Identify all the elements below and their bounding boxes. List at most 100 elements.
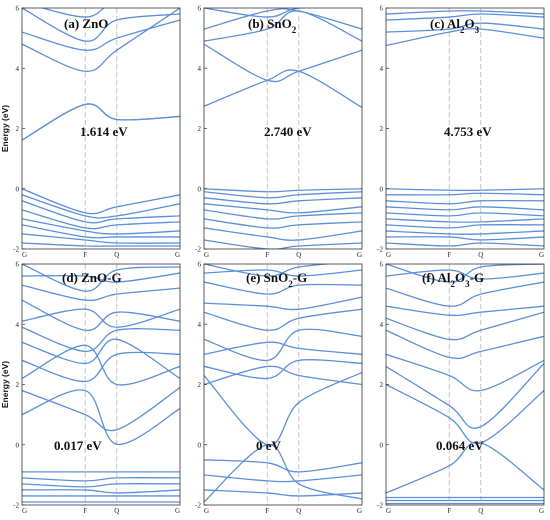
band-line-6 [22,326,180,353]
band-line-3 [386,362,544,429]
band-line-7 [386,305,544,317]
band-line-10 [204,209,362,220]
y-tick-label: 4 [198,65,202,73]
panel-title-part: 2 [288,279,293,289]
y-tick-label: 6 [16,261,20,269]
x-tick-label: Q [478,507,483,515]
band-line-9 [22,200,180,224]
band-lines [204,264,362,503]
band-line-9 [22,284,180,302]
y-tick-label: 0 [16,185,20,193]
x-tick-label: G [204,251,209,259]
y-tick-label: 2 [198,125,202,133]
x-tick-label: G [539,507,544,515]
band-line-11 [204,218,362,229]
band-line-11 [22,264,180,292]
x-tick-label: Q [478,251,483,259]
y-axis-label: Energy (eV) [0,105,10,152]
x-tick-label: G [357,251,362,259]
panel-title: (c) Al2O3 [430,16,480,35]
y-tick-label: -2 [377,246,383,254]
y-tick-label: 4 [16,321,20,329]
band-line-8 [22,299,180,331]
band-line-4 [204,8,362,30]
band-line-6 [40,8,105,18]
band-line-3 [22,8,180,72]
band-gap-label: 1.614 eV [80,124,128,139]
y-tick-label: 0 [198,185,202,193]
y-tick-label: -2 [377,502,383,510]
band-line-4 [386,9,544,15]
band-gap-label: 0 eV [256,438,282,453]
panel-title-part: 2 [451,279,456,289]
band-line-15 [22,489,180,494]
band-lines [22,8,180,247]
y-tick-label: 6 [380,261,384,269]
band-line-3 [22,344,180,386]
y-axis-label: Energy (eV) [0,361,10,408]
band-line-3 [204,10,362,42]
band-line-2 [204,444,362,503]
y-tick-label: 0 [16,441,20,449]
y-tick-label: 2 [380,125,384,133]
band-line-4 [204,359,362,380]
panel-title: (a) ZnO [64,16,108,31]
band-line-10 [22,272,180,283]
band-line-4 [22,351,180,383]
panel-title-part: 2 [460,25,465,35]
panel-title-part: -G [293,270,307,285]
band-line-1 [204,371,362,446]
band-line-14 [22,242,180,247]
y-tick-label: 4 [198,321,202,329]
band-lines [22,264,180,503]
band-line-7 [22,308,180,328]
band-lines [204,8,362,249]
y-tick-label: 4 [16,65,20,73]
y-tick-label: 2 [198,381,202,389]
panel-title-part: (b) SnO [248,16,292,31]
band-line-13 [22,233,180,244]
y-tick-label: 4 [380,321,384,329]
band-line-7 [22,188,180,215]
band-line-5 [204,8,306,18]
band-line-11 [386,224,544,229]
band-line-2 [22,103,180,141]
panel-title-part: (e) SnO [246,270,288,285]
panel-title-part: O [464,16,474,31]
panel-title-part: (f) Al [422,270,451,285]
band-line-14 [386,242,544,247]
x-tick-label: Q [296,251,301,259]
band-line-3 [386,13,544,21]
panel-title-part: -G [470,270,484,285]
band-line-8 [204,296,362,311]
y-tick-label: 4 [380,65,384,73]
y-tick-label: -2 [13,246,19,254]
band-lines [386,264,544,505]
x-tick-label: Q [296,507,301,515]
band-line-2 [22,386,180,432]
band-line-8 [22,194,180,219]
panel-title-part: 3 [465,279,470,289]
band-line-13 [386,236,544,241]
y-tick-label: 0 [380,441,384,449]
band-gap-label: 4.753 eV [444,124,492,139]
y-tick-label: 2 [16,381,20,389]
band-line-9 [386,212,544,217]
band-line-8 [204,197,362,205]
band-panel-1: -2 0 2 4 6 G F Q G Energy (eV) (a) ZnO 1.614 eV [0,5,181,259]
band-line-7 [386,199,544,205]
band-line-12 [22,224,180,239]
y-tick-label: 0 [198,441,202,449]
band-line-11 [22,218,180,235]
band-line-1 [204,69,362,108]
band-line-4 [22,19,180,51]
x-tick-label: Q [114,507,119,515]
band-line-9 [204,203,362,214]
band-line-11 [204,264,334,277]
x-tick-label: F [447,507,451,515]
x-tick-label: G [175,251,180,259]
y-tick-label: 2 [16,125,20,133]
